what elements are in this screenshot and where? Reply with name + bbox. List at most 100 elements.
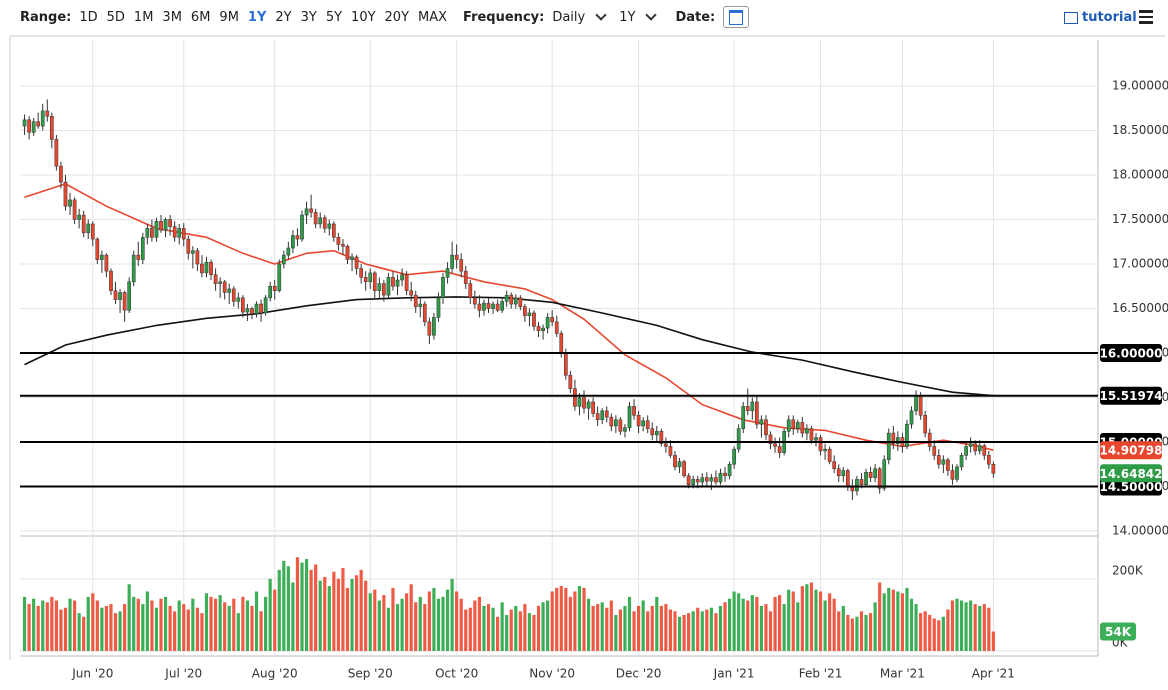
candle-body bbox=[554, 321, 559, 334]
volume-bar bbox=[268, 578, 272, 651]
tutorial-text[interactable]: tutorial bbox=[1082, 10, 1137, 25]
range-button[interactable]: 1M bbox=[133, 9, 154, 25]
volume-bar bbox=[414, 602, 418, 651]
candle-body bbox=[923, 415, 927, 434]
volume-bar bbox=[86, 596, 90, 651]
candle-body bbox=[163, 219, 168, 231]
candle-body bbox=[250, 308, 254, 315]
volume-bar bbox=[755, 596, 759, 651]
range-button[interactable]: MAX bbox=[418, 9, 448, 25]
level-label: 16.00000 bbox=[1099, 347, 1162, 361]
candle-body bbox=[568, 375, 573, 389]
volume-bar bbox=[791, 591, 795, 651]
candle-body bbox=[241, 297, 245, 313]
volume-bar bbox=[778, 595, 782, 651]
volume-bar bbox=[505, 614, 509, 651]
range-button[interactable]: 10Y bbox=[351, 9, 376, 25]
volume-bar bbox=[173, 611, 177, 651]
volume-bar bbox=[464, 609, 468, 651]
candle-body bbox=[345, 245, 350, 260]
volume-bar bbox=[709, 607, 713, 651]
range-button[interactable]: 1Y bbox=[247, 9, 267, 25]
volume-bar bbox=[159, 598, 163, 651]
range-button[interactable]: 1D bbox=[79, 9, 98, 25]
candle-body bbox=[195, 250, 200, 265]
range-button[interactable]: 6M bbox=[190, 9, 211, 25]
candle-body bbox=[86, 223, 91, 234]
range-button[interactable]: 3M bbox=[162, 9, 182, 25]
candle-body bbox=[172, 226, 177, 238]
candle-body bbox=[395, 279, 400, 287]
volume-bar bbox=[496, 616, 500, 651]
menu-button[interactable] bbox=[1139, 10, 1153, 27]
volume-bar bbox=[250, 605, 254, 651]
volume-bar bbox=[82, 616, 86, 651]
candle-body bbox=[222, 281, 227, 293]
candle-body bbox=[855, 479, 859, 492]
candle-body bbox=[700, 477, 705, 483]
candle-body bbox=[541, 327, 545, 331]
volume-bar bbox=[959, 600, 964, 651]
candle-body bbox=[281, 254, 286, 265]
range-button[interactable]: 9M bbox=[219, 9, 239, 25]
volume-bar bbox=[345, 587, 350, 651]
volume-bar bbox=[373, 589, 377, 651]
volume-bar bbox=[27, 604, 31, 651]
volume-bar bbox=[705, 609, 709, 651]
volume-bar bbox=[195, 607, 199, 651]
candle-body bbox=[732, 448, 736, 465]
volume-bar bbox=[113, 613, 118, 651]
candle-body bbox=[645, 420, 650, 429]
candle-body bbox=[204, 261, 209, 274]
volume-bar bbox=[323, 577, 327, 651]
candle-body bbox=[482, 302, 486, 311]
candle-body bbox=[773, 443, 777, 447]
candle-body bbox=[268, 286, 273, 299]
candle-body bbox=[68, 199, 72, 207]
volume-bar bbox=[204, 593, 209, 651]
candle-body bbox=[768, 434, 773, 445]
volume-bar bbox=[837, 611, 841, 651]
candle-body bbox=[286, 247, 291, 256]
volume-bar bbox=[491, 607, 495, 651]
candle-body bbox=[777, 446, 782, 453]
frequency-select[interactable]: Daily bbox=[552, 9, 586, 25]
volume-bar bbox=[746, 600, 750, 651]
candle-body bbox=[40, 110, 45, 127]
volume-bar bbox=[336, 578, 340, 651]
volume-bar bbox=[955, 598, 959, 651]
candle-body bbox=[795, 422, 800, 429]
range-button[interactable]: 20Y bbox=[384, 9, 410, 25]
range-button[interactable]: 2Y bbox=[275, 9, 292, 25]
volume-bar bbox=[277, 569, 281, 651]
volume-bar bbox=[477, 596, 481, 651]
volume-bar bbox=[864, 614, 868, 651]
volume-bar bbox=[796, 602, 800, 651]
candle-body bbox=[59, 165, 63, 183]
candle-body bbox=[168, 219, 172, 227]
last-price-label: 14.64842 bbox=[1099, 467, 1162, 481]
volume-bar bbox=[254, 591, 259, 651]
volume-bar bbox=[577, 586, 582, 651]
volume-bar bbox=[573, 591, 577, 651]
volume-bar bbox=[564, 587, 568, 651]
tutorial-link[interactable]: tutorial bbox=[1064, 10, 1137, 25]
candle-body bbox=[818, 437, 823, 452]
candle-body bbox=[468, 283, 473, 299]
volume-bar bbox=[568, 596, 572, 651]
range-button[interactable]: 3Y bbox=[300, 9, 317, 25]
y-tick-label: 18.50000 bbox=[1112, 123, 1168, 137]
range-button[interactable]: 5D bbox=[106, 9, 125, 25]
candle-body bbox=[131, 254, 136, 283]
candle-body bbox=[523, 306, 527, 316]
volume-bar bbox=[400, 598, 404, 651]
candle-body bbox=[359, 268, 363, 278]
period-select[interactable]: 1Y bbox=[619, 9, 636, 25]
volume-bar bbox=[887, 587, 891, 651]
volume-bar bbox=[932, 618, 936, 651]
volume-bar bbox=[668, 609, 673, 651]
calendar-button[interactable] bbox=[723, 6, 750, 28]
volume-bar bbox=[77, 613, 81, 651]
range-button[interactable]: 5Y bbox=[325, 9, 343, 25]
volume-bar bbox=[168, 605, 172, 651]
